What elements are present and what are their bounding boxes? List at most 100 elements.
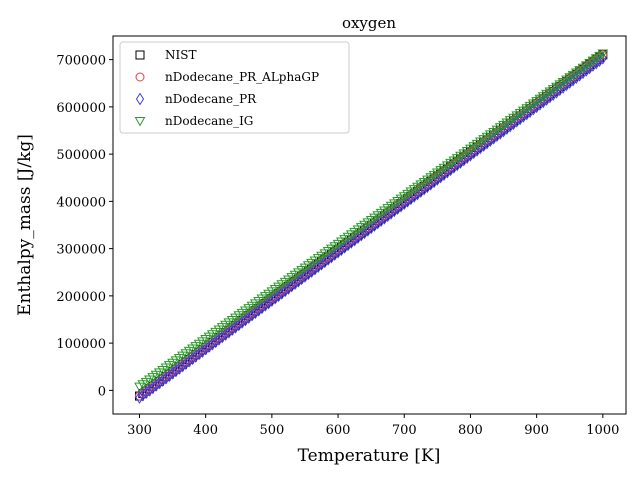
- data-point: [237, 315, 247, 329]
- data-point: [290, 277, 300, 291]
- data-point: [552, 85, 561, 99]
- data-point: [529, 102, 538, 116]
- x-tick-label: 1000: [586, 423, 619, 438]
- data-point: [264, 296, 273, 310]
- data-point: [194, 347, 204, 361]
- data-point: [324, 252, 333, 266]
- data-point: [267, 294, 276, 307]
- data-point: [271, 291, 280, 305]
- data-point: [145, 383, 154, 397]
- data-point: [333, 245, 343, 259]
- data-point: [135, 391, 144, 404]
- series-layer: [134, 49, 609, 404]
- data-point: [168, 366, 177, 380]
- data-point: [532, 100, 541, 114]
- data-point: [214, 332, 224, 346]
- legend-item: nDodecane_PR_ALphaGP: [135, 70, 319, 84]
- y-tick-label: 0: [98, 384, 106, 399]
- data-point: [506, 119, 515, 133]
- data-point: [231, 320, 240, 334]
- data-point: [254, 303, 263, 317]
- y-axis-title: Enthalpy_mass [J/kg]: [15, 134, 35, 316]
- data-point: [578, 66, 588, 80]
- data-point: [337, 243, 346, 257]
- y-tick-label: 200000: [56, 290, 106, 305]
- data-point: [294, 274, 303, 288]
- data-point: [261, 298, 270, 312]
- data-point: [572, 71, 581, 85]
- data-point: [595, 54, 604, 68]
- data-point: [562, 78, 571, 92]
- data-point: [218, 330, 227, 344]
- y-tick-label: 500000: [56, 148, 106, 163]
- data-point: [545, 90, 554, 104]
- data-point: [211, 335, 220, 349]
- data-point: [148, 381, 157, 395]
- data-point: [320, 255, 329, 269]
- data-point: [155, 376, 164, 390]
- data-point: [221, 328, 230, 341]
- data-point: [297, 272, 306, 286]
- data-point: [191, 349, 200, 363]
- data-point: [539, 95, 548, 109]
- data-point: [204, 340, 214, 354]
- data-point: [549, 88, 558, 101]
- legend-frame: [119, 41, 350, 134]
- x-tick-label: 800: [458, 423, 483, 438]
- data-point: [138, 388, 147, 402]
- data-point: [555, 83, 564, 97]
- data-point: [208, 337, 217, 351]
- plot-frame: [112, 35, 627, 415]
- data-point: [350, 233, 359, 247]
- legend-label: NIST: [165, 48, 196, 62]
- y-tick-label: 300000: [56, 243, 106, 258]
- data-point: [592, 56, 601, 70]
- data-point: [343, 238, 353, 252]
- data-point: [234, 318, 243, 332]
- data-point: [244, 311, 253, 324]
- legend-item: NIST: [135, 48, 196, 62]
- data-point: [522, 107, 531, 121]
- data-point: [178, 359, 187, 373]
- legend-marker: [135, 50, 145, 60]
- data-point: [277, 286, 286, 300]
- data-point: [565, 76, 574, 89]
- data-point: [340, 240, 349, 254]
- y-tick-label: 100000: [56, 337, 106, 352]
- x-tick-label: 300: [127, 423, 152, 438]
- legend-marker: [135, 92, 145, 106]
- data-point: [515, 112, 525, 126]
- data-point: [228, 323, 237, 337]
- data-point: [535, 97, 545, 111]
- x-axis: 300 400 500 600 700 800 900 1000: [127, 414, 619, 438]
- legend-label: nDodecane_IG: [165, 114, 253, 128]
- data-point: [575, 68, 584, 82]
- data-point: [304, 267, 313, 281]
- legend-label: nDodecane_PR_ALphaGP: [165, 70, 319, 84]
- data-point: [512, 114, 521, 128]
- legend-marker: [135, 72, 145, 82]
- data-point: [287, 279, 296, 293]
- data-point: [559, 80, 568, 94]
- legend-marker: [134, 117, 146, 127]
- data-point: [310, 262, 319, 276]
- data-point: [519, 109, 528, 123]
- data-point: [509, 117, 518, 131]
- data-point: [300, 269, 310, 283]
- data-point: [251, 306, 260, 320]
- x-tick-label: 400: [193, 423, 218, 438]
- data-point: [257, 301, 267, 315]
- x-axis-title: Temperature [K]: [298, 446, 441, 466]
- data-point: [161, 371, 171, 385]
- data-point: [284, 281, 293, 295]
- legend-label: nDodecane_PR: [165, 92, 257, 106]
- data-point: [307, 265, 316, 278]
- y-axis: 0 100000 200000 300000 400000 500000 600000 700…: [56, 54, 113, 399]
- data-point: [158, 374, 167, 387]
- data-point: [542, 92, 551, 106]
- data-point: [327, 250, 336, 264]
- data-point: [525, 105, 535, 118]
- data-point: [568, 73, 578, 87]
- x-tick-label: 900: [524, 423, 549, 438]
